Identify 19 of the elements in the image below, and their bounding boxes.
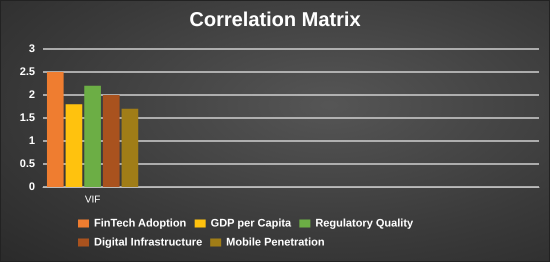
bar: [102, 95, 120, 187]
x-tick-label: VIF: [84, 194, 100, 206]
bar: [122, 108, 138, 187]
legend-label: Digital Infrastructure: [94, 236, 202, 248]
y-tick-label: 0: [28, 181, 35, 193]
bar: [84, 86, 101, 187]
y-tick-label: 0.5: [20, 158, 35, 170]
y-tick-label: 2: [28, 89, 35, 101]
y-tick-label: 3: [28, 43, 35, 55]
y-tick-label: 2.5: [20, 66, 35, 78]
legend-label: Regulatory Quality: [315, 218, 414, 230]
y-tick-label: 1.5: [20, 112, 35, 124]
bar: [46, 72, 64, 187]
legend-label: FinTech Adoption: [94, 218, 187, 230]
legend-label: Mobile Penetration: [226, 236, 325, 248]
legend-label: GDP per Capita: [210, 218, 292, 230]
bar: [66, 104, 82, 187]
y-tick-label: 1: [28, 135, 35, 147]
chart-title: Correlation Matrix: [189, 9, 361, 31]
